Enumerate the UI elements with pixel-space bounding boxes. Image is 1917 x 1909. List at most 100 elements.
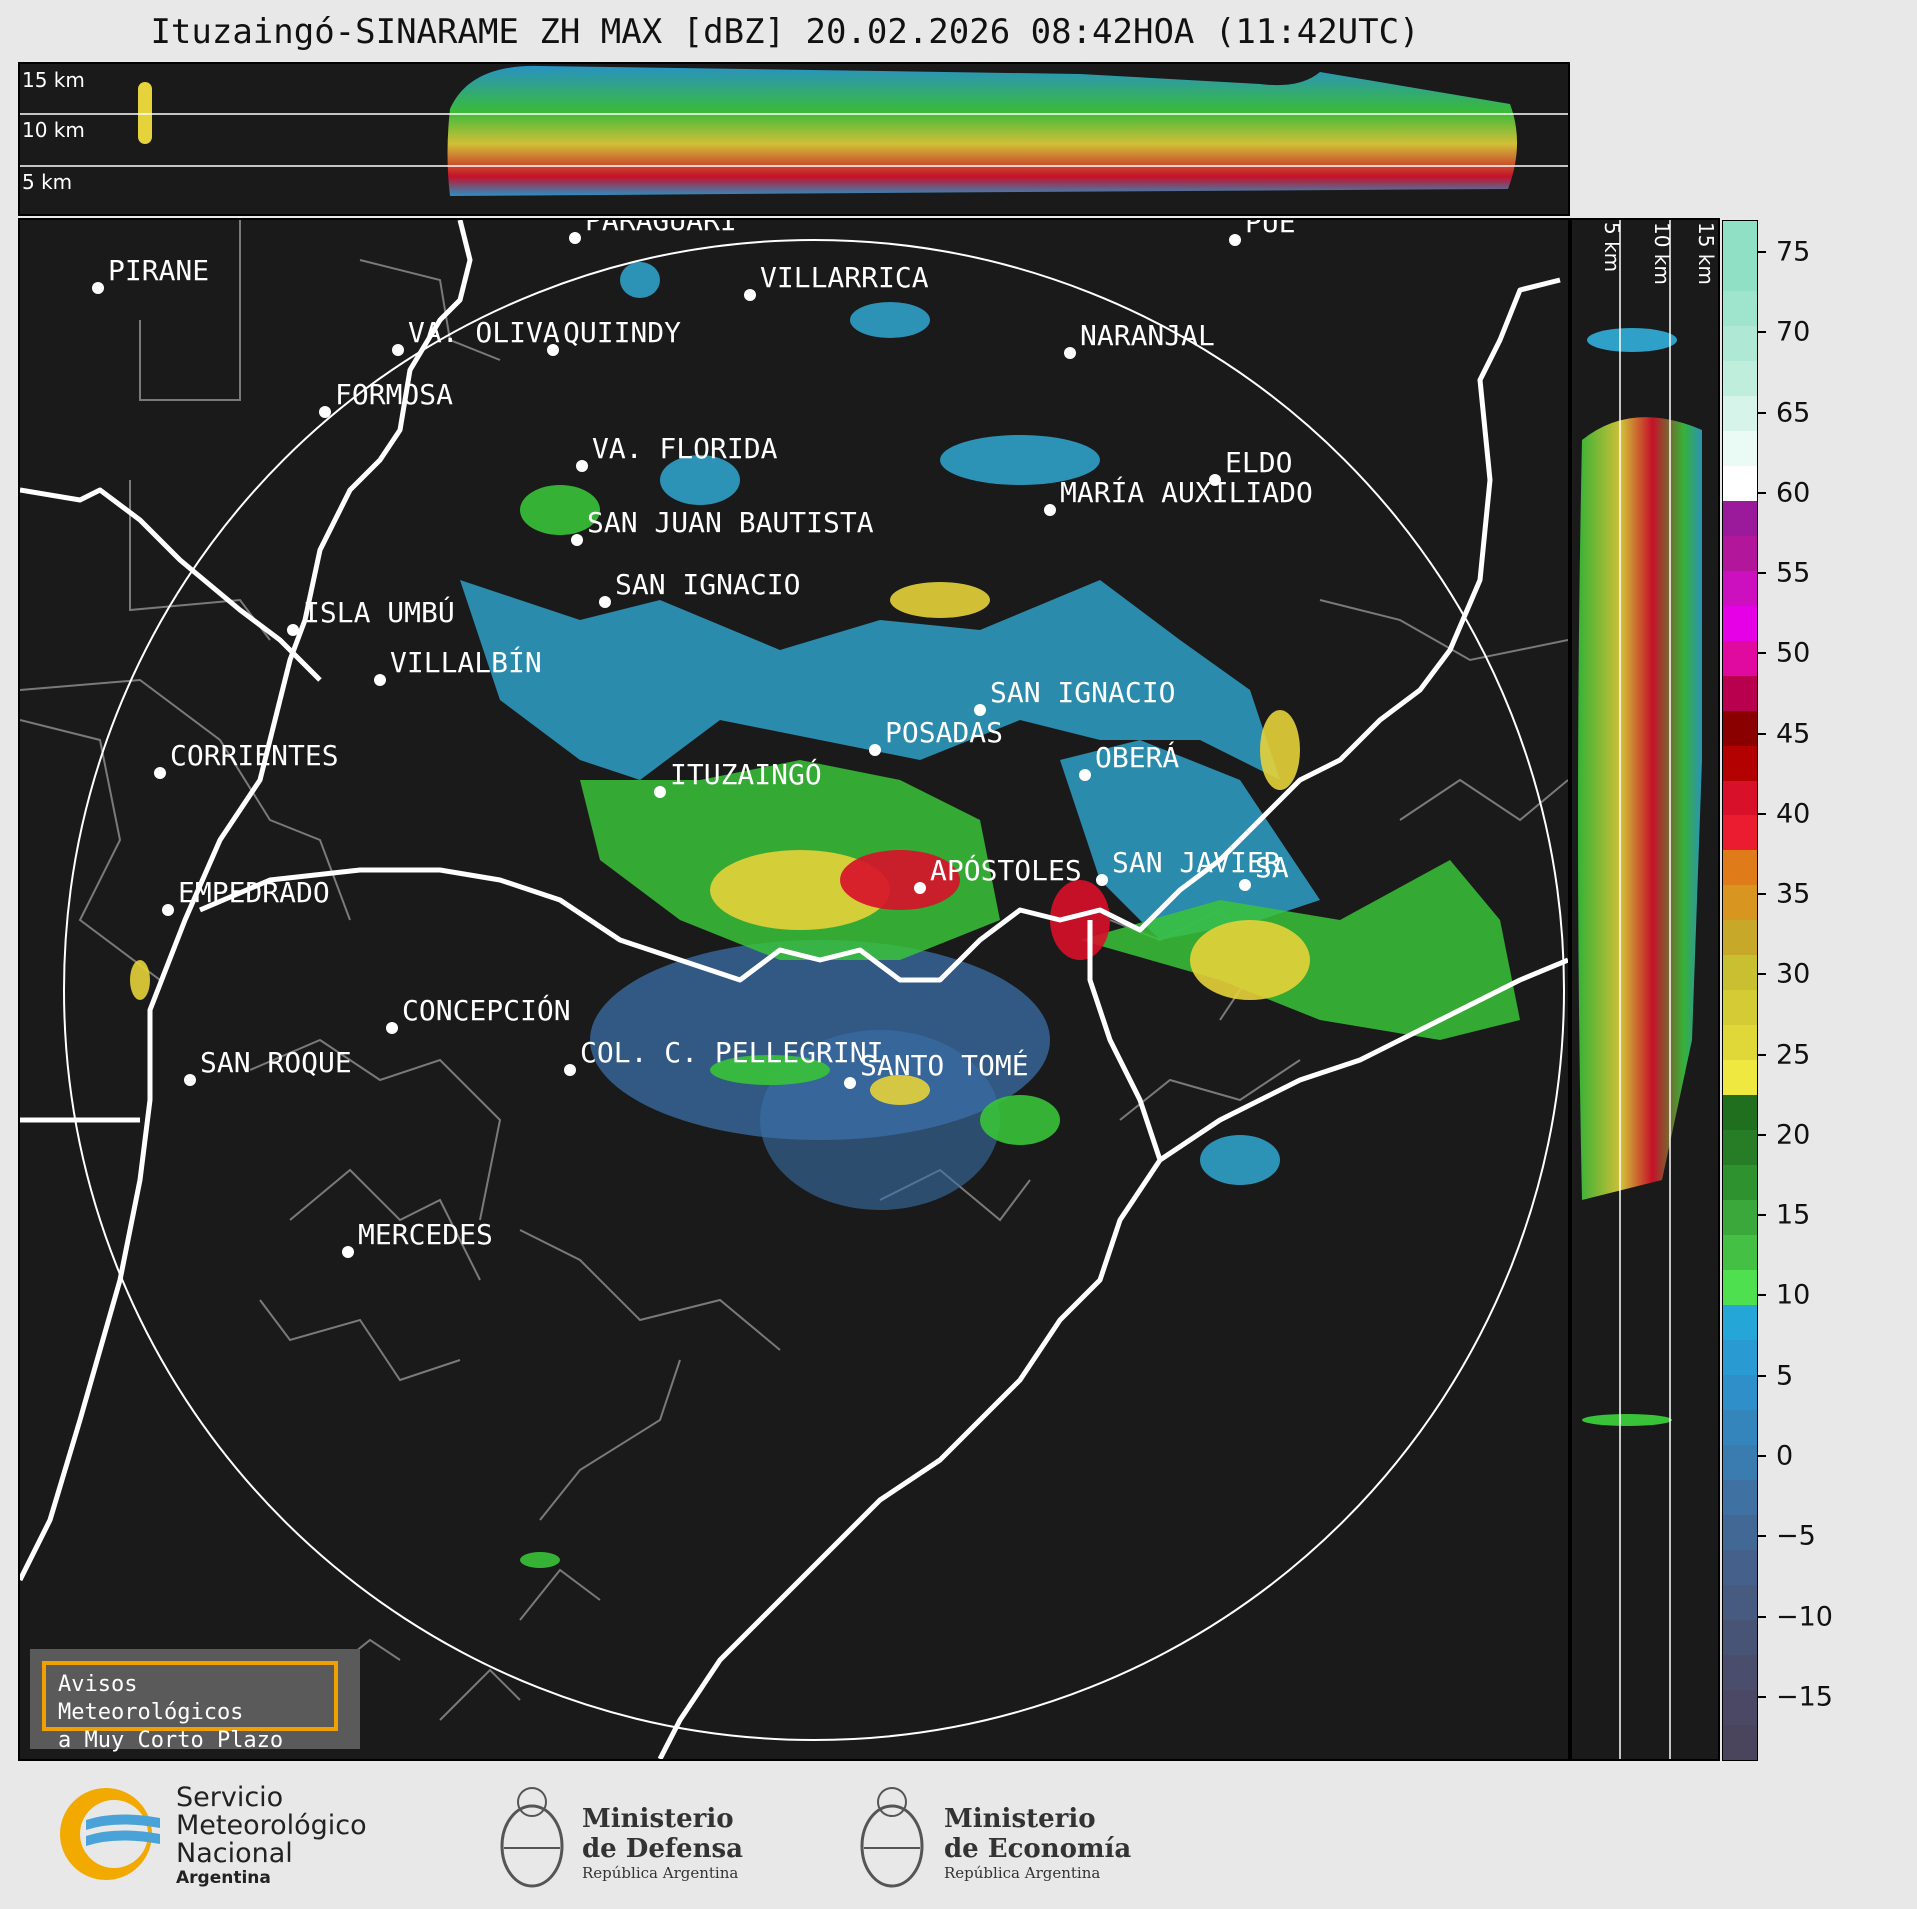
city-dot: [1229, 234, 1241, 246]
colorbar-tick-mark: [1758, 1374, 1766, 1377]
colorbar-segment: [1723, 465, 1757, 501]
alt-label-5km: 5 km: [22, 170, 73, 194]
colorbar-tick-label: 20: [1776, 1119, 1811, 1151]
city-dot: [744, 289, 756, 301]
city-dot: [576, 460, 588, 472]
city-san-ignacio: SAN IGNACIO: [599, 568, 800, 608]
radar-map[interactable]: PIRANE PARAGUARÍ VILLARRICA QUIINDY VA. OLIV…: [18, 218, 1570, 1761]
city-label: VA. FLORIDA: [592, 432, 778, 465]
city-dot: [564, 1064, 576, 1076]
city-dot: [1079, 769, 1091, 781]
city-dot: [374, 674, 386, 686]
colorbar-segment: [1723, 360, 1757, 396]
city-label: ELDO: [1225, 446, 1292, 479]
city-dot: [1044, 504, 1056, 516]
colorbar-tick-label: 55: [1776, 557, 1811, 589]
city-pirane: PIRANE: [92, 254, 209, 294]
colorbar-segment: [1723, 1584, 1757, 1620]
city-dot: [974, 704, 986, 716]
colorbar-segment: [1723, 1130, 1757, 1166]
city-pue: PUE: [1229, 220, 1296, 246]
city-san-ignacio: SAN IGNACIO: [974, 676, 1175, 716]
economia-coat-of-arms-icon: [860, 1787, 924, 1888]
defensa-logo-text: Ministerio de Defensa República Argentin…: [582, 1804, 743, 1882]
colorbar-tick-label: 15: [1776, 1199, 1811, 1231]
colorbar-segment: [1723, 605, 1757, 641]
city-villarrica: VILLARRICA: [744, 261, 929, 301]
economia-line1: Ministerio: [944, 1804, 1096, 1834]
colorbar-tick-label: 5: [1776, 1360, 1794, 1392]
colorbar-tick-mark: [1758, 812, 1766, 815]
colorbar-segment: [1723, 1025, 1757, 1061]
range-ring: [63, 239, 1565, 1741]
alt-label-right-5km: 5 km: [1600, 222, 1624, 273]
city-villalbín: VILLALBÍN: [374, 645, 542, 686]
city-santo-tomé: SANTO TOMÉ: [844, 1048, 1029, 1089]
colorbar-tick-mark: [1758, 1535, 1766, 1538]
city-label: PARAGUARÍ: [585, 220, 737, 237]
colorbar-segment: [1723, 1654, 1757, 1690]
colorbar-segment: [1723, 1095, 1757, 1131]
colorbar-tick-label: 45: [1776, 718, 1811, 750]
defensa-line1: Ministerio: [582, 1804, 734, 1834]
city-label: VA. OLIVA: [408, 316, 560, 349]
city-dot: [869, 744, 881, 756]
colorbar-tick-mark: [1758, 1615, 1766, 1618]
colorbar-tick-label: 0: [1776, 1440, 1794, 1472]
colorbar-tick-label: 50: [1776, 637, 1811, 669]
city-concepción: CONCEPCIÓN: [386, 993, 571, 1034]
colorbar-segment: [1723, 955, 1757, 991]
city-label: OBERÁ: [1095, 740, 1179, 774]
colorbar-segment: [1723, 675, 1757, 711]
colorbar-segment: [1723, 710, 1757, 746]
colorbar-tick-label: −15: [1776, 1681, 1833, 1713]
echo-cross-section-right: [1578, 417, 1702, 1201]
city-label: EMPEDRADO: [178, 876, 330, 909]
colorbar-segment: [1723, 745, 1757, 781]
city-label: POSADAS: [885, 716, 1003, 749]
colorbar-segment: [1723, 1549, 1757, 1585]
colorbar-tick-mark: [1758, 973, 1766, 976]
alt-label-15km: 15 km: [22, 68, 85, 92]
city-va-florida: VA. FLORIDA: [576, 432, 778, 472]
colorbar-tick-mark: [1758, 652, 1766, 655]
colorbar-segment: [1723, 430, 1757, 466]
city-san-roque: SAN ROQUE: [184, 1046, 352, 1086]
colorbar-segment: [1723, 1060, 1757, 1096]
radar-echoes: [130, 262, 1520, 1568]
city-label: SA: [1255, 851, 1289, 884]
city-san-javier: SAN JAVIER: [1096, 846, 1281, 886]
colorbar-segment: [1723, 221, 1757, 256]
smn-logo-text: Servicio Meteorológico Nacional Argentin…: [176, 1782, 367, 1889]
colorbar-segment: [1723, 1374, 1757, 1410]
city-label: ISLA UMBÚ: [303, 595, 455, 629]
city-dot: [914, 882, 926, 894]
colorbar-segment: [1723, 570, 1757, 606]
colorbar-segment: [1723, 395, 1757, 431]
colorbar-tick-mark: [1758, 572, 1766, 575]
city-formosa: FORMOSA: [319, 378, 453, 418]
colorbar-segment: [1723, 850, 1757, 886]
city-dot: [287, 624, 299, 636]
city-dot: [342, 1246, 354, 1258]
city-isla-umbú: ISLA UMBÚ: [287, 595, 455, 636]
city-dot: [154, 767, 166, 779]
city-dot: [184, 1074, 196, 1086]
map-title: Ituzaingó-SINARAME ZH MAX [dBZ] 20.02.20…: [150, 12, 1420, 52]
economia-logo-text: Ministerio de Economía República Argenti…: [944, 1804, 1131, 1882]
city-label: VILLARRICA: [760, 261, 929, 294]
alert-box[interactable]: Avisos Meteorológicos a Muy Corto Plazo: [30, 1649, 360, 1753]
colorbar-segment: [1723, 1724, 1757, 1760]
city-col-c-pellegrini: COL. C. PELLEGRINI: [564, 1036, 883, 1076]
smn-line1: Servicio: [176, 1782, 284, 1813]
alert-line2: a Muy Corto Plazo: [58, 1728, 284, 1753]
alt-label-10km: 10 km: [22, 118, 85, 142]
right-cross-section: 5 km 10 km 15 km: [1570, 218, 1720, 1761]
defensa-line3: República Argentina: [582, 1864, 739, 1882]
alert-link[interactable]: Avisos Meteorológicos a Muy Corto Plazo: [42, 1661, 338, 1753]
city-quiindy: QUIINDY: [547, 316, 681, 356]
city-dot: [571, 534, 583, 546]
city-dot: [1209, 474, 1221, 486]
city-dot: [1239, 879, 1251, 891]
